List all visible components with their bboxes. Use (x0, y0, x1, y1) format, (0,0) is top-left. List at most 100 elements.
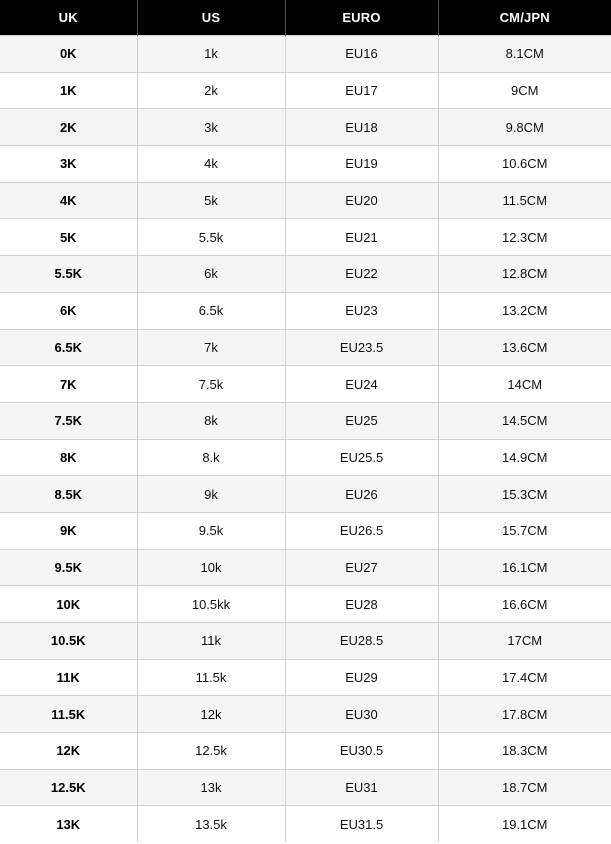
cell-cm-jpn: 14CM (438, 365, 611, 403)
table-row: 8.5K 9k EU26 15.3CM (0, 475, 611, 513)
cell-us: 5k (137, 181, 286, 219)
header-cm-jpn: CM/JPN (438, 0, 611, 36)
cell-euro: EU26 (285, 475, 439, 513)
cell-us: 6.5k (137, 291, 286, 329)
cell-us: 8k (137, 401, 286, 440)
cell-uk: 6.5K (0, 328, 138, 366)
cell-uk: 6K (0, 291, 138, 329)
cell-cm-jpn: 18.7CM (438, 768, 611, 806)
table-row: 8K 8.k EU25.5 14.9CM (0, 438, 611, 476)
cell-cm-jpn: 16.6CM (438, 585, 611, 623)
table-row: 10.5K 11k EU28.5 17CM (0, 622, 611, 660)
cell-cm-jpn: 16.1CM (438, 548, 611, 586)
cell-uk: 13K (0, 805, 138, 843)
cell-euro: EU19 (285, 145, 439, 183)
table-header: UK US EURO CM/JPN (0, 0, 611, 36)
cell-euro: EU28.5 (285, 622, 439, 660)
cell-cm-jpn: 8.1CM (438, 35, 611, 73)
cell-uk: 5K (0, 218, 138, 256)
cell-cm-jpn: 9.8CM (438, 108, 611, 146)
cell-cm-jpn: 19.1CM (438, 805, 611, 843)
cell-euro: EU25 (285, 401, 439, 440)
cell-euro: EU30.5 (285, 732, 439, 770)
table-row: 13K 13.5k EU31.5 19.1CM (0, 805, 611, 843)
cell-uk: 10K (0, 585, 138, 623)
table-row: 4K 5k EU20 11.5CM (0, 181, 611, 219)
header-us: US (137, 0, 286, 36)
table-row: 2K 3k EU18 9.8CM (0, 108, 611, 146)
cell-uk: 7K (0, 365, 138, 403)
cell-uk: 0K (0, 35, 138, 73)
cell-us: 10.5kk (137, 585, 286, 623)
table-row: 0K 1k EU16 8.1CM (0, 35, 611, 73)
cell-cm-jpn: 17.4CM (438, 658, 611, 696)
cell-uk: 9.5K (0, 548, 138, 586)
table-row: 12K 12.5k EU30.5 18.3CM (0, 732, 611, 770)
cell-us: 7.5k (137, 365, 286, 403)
cell-cm-jpn: 17CM (438, 622, 611, 660)
cell-us: 10k (137, 548, 286, 586)
cell-euro: EU17 (285, 71, 439, 109)
cell-us: 5.5k (137, 218, 286, 256)
cell-euro: EU25.5 (285, 438, 439, 476)
cell-us: 7k (137, 328, 286, 366)
cell-us: 13.5k (137, 805, 286, 843)
cell-uk: 9K (0, 511, 138, 550)
table-row: 7.5K 8k EU25 14.5CM (0, 401, 611, 440)
cell-cm-jpn: 17.8CM (438, 695, 611, 733)
cell-uk: 2K (0, 108, 138, 146)
table-row: 1K 2k EU17 9CM (0, 71, 611, 109)
cell-euro: EU20 (285, 181, 439, 219)
cell-euro: EU30 (285, 695, 439, 733)
cell-euro: EU29 (285, 658, 439, 696)
cell-uk: 7.5K (0, 401, 138, 440)
cell-euro: EU26.5 (285, 511, 439, 550)
cell-uk: 10.5K (0, 622, 138, 660)
cell-us: 8.k (137, 438, 286, 476)
table-row: 10K 10.5kk EU28 16.6CM (0, 585, 611, 623)
cell-cm-jpn: 15.7CM (438, 511, 611, 550)
cell-cm-jpn: 12.3CM (438, 218, 611, 256)
cell-cm-jpn: 14.5CM (438, 401, 611, 440)
cell-us: 12k (137, 695, 286, 733)
cell-uk: 5.5K (0, 255, 138, 293)
cell-us: 6k (137, 255, 286, 293)
header-row: UK US EURO CM/JPN (0, 0, 611, 36)
cell-uk: 12K (0, 732, 138, 770)
cell-euro: EU21 (285, 218, 439, 256)
cell-uk: 1K (0, 71, 138, 109)
table-row: 6.5K 7k EU23.5 13.6CM (0, 328, 611, 366)
header-uk: UK (0, 0, 138, 36)
cell-us: 9.5k (137, 511, 286, 550)
cell-us: 9k (137, 475, 286, 513)
cell-cm-jpn: 14.9CM (438, 438, 611, 476)
table-row: 3K 4k EU19 10.6CM (0, 145, 611, 183)
table-row: 5K 5.5k EU21 12.3CM (0, 218, 611, 256)
cell-uk: 8K (0, 438, 138, 476)
cell-us: 2k (137, 71, 286, 109)
cell-euro: EU31.5 (285, 805, 439, 843)
cell-cm-jpn: 18.3CM (438, 732, 611, 770)
cell-euro: EU23 (285, 291, 439, 329)
cell-cm-jpn: 13.6CM (438, 328, 611, 366)
cell-us: 11.5k (137, 658, 286, 696)
table-body: 0K 1k EU16 8.1CM 1K 2k EU17 9CM 2K 3k EU18 9.8CM … (0, 35, 611, 843)
table-row: 9.5K 10k EU27 16.1CM (0, 548, 611, 586)
cell-uk: 8.5K (0, 475, 138, 513)
cell-us: 11k (137, 622, 286, 660)
cell-cm-jpn: 13.2CM (438, 291, 611, 329)
cell-uk: 3K (0, 145, 138, 183)
cell-uk: 11K (0, 658, 138, 696)
cell-euro: EU27 (285, 548, 439, 586)
table-row: 9K 9.5k EU26.5 15.7CM (0, 511, 611, 550)
cell-us: 1k (137, 35, 286, 73)
cell-cm-jpn: 9CM (438, 71, 611, 109)
header-euro: EURO (285, 0, 439, 36)
cell-euro: EU28 (285, 585, 439, 623)
cell-cm-jpn: 12.8CM (438, 255, 611, 293)
cell-us: 3k (137, 108, 286, 146)
cell-euro: EU22 (285, 255, 439, 293)
cell-us: 4k (137, 145, 286, 183)
table-row: 5.5K 6k EU22 12.8CM (0, 255, 611, 293)
